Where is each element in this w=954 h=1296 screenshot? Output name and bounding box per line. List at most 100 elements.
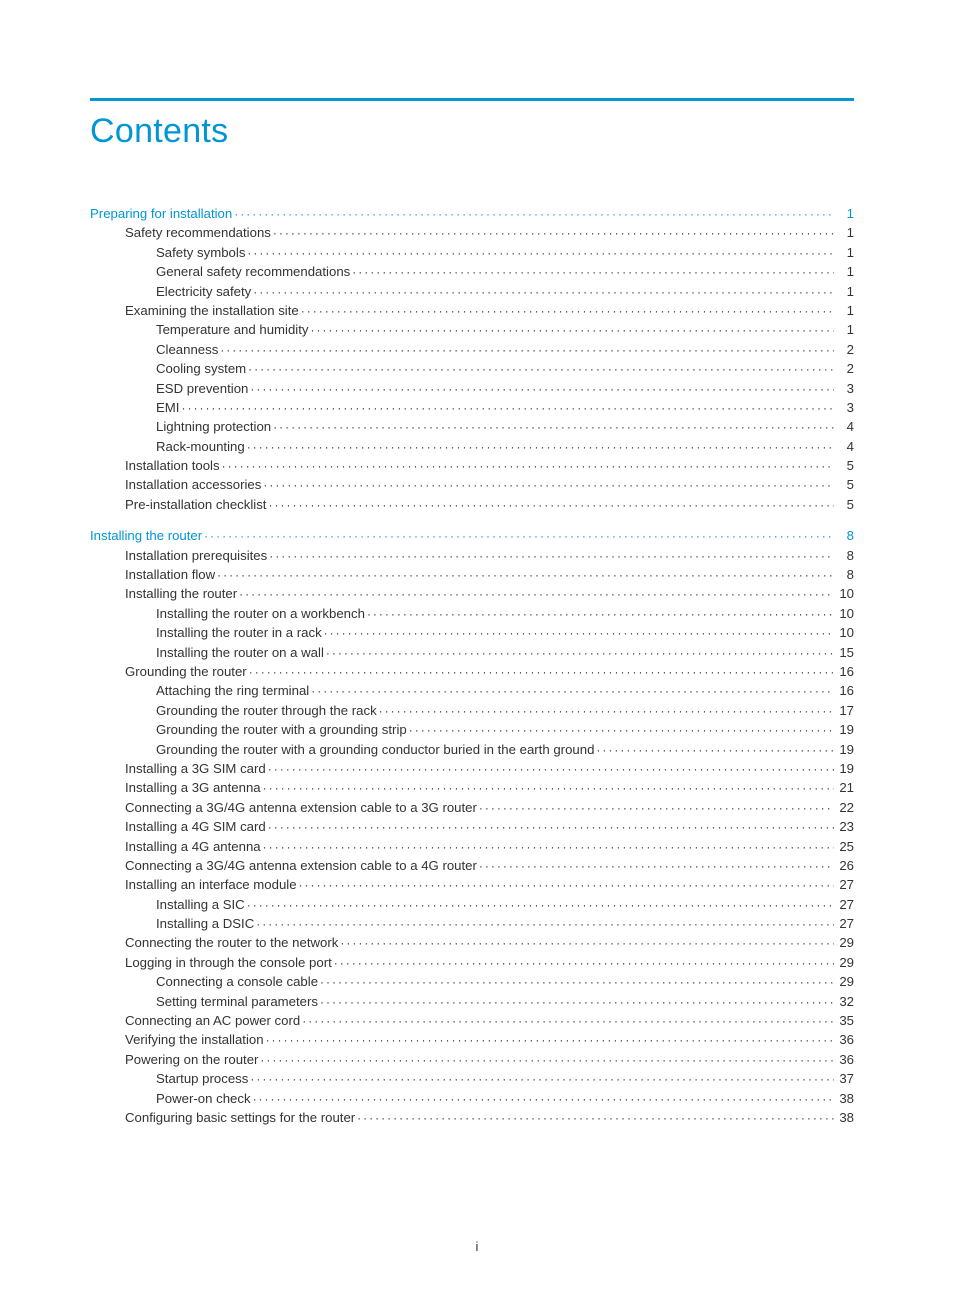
toc-entry-label: Installing the router on a workbench bbox=[156, 607, 365, 620]
toc-entry-page: 15 bbox=[836, 646, 854, 659]
toc-entry[interactable]: Electricity safety1 bbox=[90, 285, 854, 298]
toc-entry[interactable]: Installing a 4G antenna 25 bbox=[90, 840, 854, 853]
toc-entry[interactable]: Installing the router on a workbench 10 bbox=[90, 607, 854, 620]
toc-entry[interactable]: Installing a 3G SIM card19 bbox=[90, 762, 854, 775]
toc-entry-page: 5 bbox=[836, 498, 854, 511]
toc-leader-dots bbox=[357, 1111, 834, 1124]
toc-entry-page: 38 bbox=[836, 1111, 854, 1124]
toc-entry-page: 3 bbox=[836, 401, 854, 414]
header-rule bbox=[90, 98, 854, 101]
toc-entry-page: 27 bbox=[836, 898, 854, 911]
toc-entry[interactable]: Lightning protection4 bbox=[90, 420, 854, 433]
toc-entry[interactable]: Attaching the ring terminal16 bbox=[90, 684, 854, 697]
toc-entry[interactable]: Verifying the installation36 bbox=[90, 1033, 854, 1046]
toc-entry-label: ESD prevention bbox=[156, 382, 248, 395]
toc-entry[interactable]: Installing a DSIC27 bbox=[90, 917, 854, 930]
toc-entry-page: 8 bbox=[836, 529, 854, 542]
toc-entry[interactable]: Installation prerequisites8 bbox=[90, 549, 854, 562]
toc-entry[interactable]: Installation flow8 bbox=[90, 568, 854, 581]
toc-entry[interactable]: Grounding the router through the rack17 bbox=[90, 704, 854, 717]
toc-entry[interactable]: Safety symbols1 bbox=[90, 246, 854, 259]
toc-entry[interactable]: Connecting an AC power cord35 bbox=[90, 1014, 854, 1027]
toc-entry[interactable]: Installing a SIC 27 bbox=[90, 898, 854, 911]
toc-entry-label: Logging in through the console port bbox=[125, 956, 332, 969]
toc-entry-page: 16 bbox=[836, 665, 854, 678]
toc-entry[interactable]: Installing the router8 bbox=[90, 529, 854, 542]
toc-entry-label: Installation flow bbox=[125, 568, 215, 581]
toc-entry-label: Safety symbols bbox=[156, 246, 245, 259]
toc-entry-label: General safety recommendations bbox=[156, 265, 350, 278]
toc-entry-label: Installing the router in a rack bbox=[156, 626, 322, 639]
toc-entry[interactable]: Installing an interface module27 bbox=[90, 878, 854, 891]
toc-entry-page: 10 bbox=[836, 607, 854, 620]
toc-entry[interactable]: Grounding the router with a grounding st… bbox=[90, 723, 854, 736]
toc-leader-dots bbox=[239, 587, 834, 600]
toc-entry-label: Connecting a 3G/4G antenna extension cab… bbox=[125, 801, 477, 814]
toc-entry[interactable]: Connecting a 3G/4G antenna extension cab… bbox=[90, 859, 854, 872]
toc-entry[interactable]: Powering on the router36 bbox=[90, 1053, 854, 1066]
toc-entry[interactable]: Installing the router on a wall 15 bbox=[90, 646, 854, 659]
toc-section-gap bbox=[90, 517, 854, 529]
toc-entry-label: Cooling system bbox=[156, 362, 246, 375]
toc-entry-label: Installing a 3G antenna bbox=[125, 781, 261, 794]
toc-entry[interactable]: Cooling system2 bbox=[90, 362, 854, 375]
toc-entry-page: 10 bbox=[836, 626, 854, 639]
toc-entry[interactable]: Rack-mounting4 bbox=[90, 440, 854, 453]
toc-leader-dots bbox=[320, 975, 834, 988]
toc-leader-dots bbox=[299, 878, 834, 891]
toc-entry-label: Cleanness bbox=[156, 343, 218, 356]
toc-entry[interactable]: Preparing for installation1 bbox=[90, 207, 854, 220]
toc-entry-label: Installing a DSIC bbox=[156, 917, 254, 930]
toc-entry-page: 1 bbox=[836, 323, 854, 336]
toc-entry[interactable]: Examining the installation site1 bbox=[90, 304, 854, 317]
toc-entry[interactable]: Pre-installation checklist5 bbox=[90, 498, 854, 511]
toc-entry[interactable]: Configuring basic settings for the route… bbox=[90, 1111, 854, 1124]
toc-entry-page: 19 bbox=[836, 762, 854, 775]
toc-entry-label: Setting terminal parameters bbox=[156, 995, 318, 1008]
toc-entry-page: 1 bbox=[836, 207, 854, 220]
toc-entry-label: Connecting an AC power cord bbox=[125, 1014, 300, 1027]
toc-entry-label: Installation prerequisites bbox=[125, 549, 267, 562]
toc-leader-dots bbox=[256, 917, 834, 930]
toc-entry[interactable]: Installing the router in a rack 10 bbox=[90, 626, 854, 639]
toc-entry-page: 25 bbox=[836, 840, 854, 853]
toc-entry[interactable]: Connecting a console cable29 bbox=[90, 975, 854, 988]
toc-entry-page: 29 bbox=[836, 936, 854, 949]
document-page: Contents Preparing for installation1Safe… bbox=[0, 0, 954, 1296]
toc-entry-label: Installing the router on a wall bbox=[156, 646, 324, 659]
toc-entry[interactable]: General safety recommendations1 bbox=[90, 265, 854, 278]
toc-entry[interactable]: Installation tools5 bbox=[90, 459, 854, 472]
toc-leader-dots bbox=[250, 382, 834, 395]
toc-entry-page: 1 bbox=[836, 304, 854, 317]
toc-entry[interactable]: Installation accessories5 bbox=[90, 478, 854, 491]
toc-entry-label: EMI bbox=[156, 401, 179, 414]
toc-entry-label: Installing a 4G antenna bbox=[125, 840, 261, 853]
toc-leader-dots bbox=[479, 859, 834, 872]
toc-entry[interactable]: Installing a 3G antenna21 bbox=[90, 781, 854, 794]
toc-entry[interactable]: Setting terminal parameters 32 bbox=[90, 995, 854, 1008]
toc-entry[interactable]: Startup process37 bbox=[90, 1072, 854, 1085]
toc-entry[interactable]: ESD prevention3 bbox=[90, 382, 854, 395]
toc-entry[interactable]: Grounding the router16 bbox=[90, 665, 854, 678]
toc-entry[interactable]: Cleanness2 bbox=[90, 343, 854, 356]
toc-entry[interactable]: Connecting a 3G/4G antenna extension cab… bbox=[90, 801, 854, 814]
toc-entry[interactable]: Grounding the router with a grounding co… bbox=[90, 743, 854, 756]
toc-entry[interactable]: EMI 3 bbox=[90, 401, 854, 414]
toc-entry[interactable]: Power-on check38 bbox=[90, 1092, 854, 1105]
toc-entry[interactable]: Safety recommendations1 bbox=[90, 226, 854, 239]
toc-leader-dots bbox=[301, 304, 834, 317]
toc-leader-dots bbox=[273, 226, 834, 239]
toc-entry-label: Grounding the router through the rack bbox=[156, 704, 377, 717]
toc-entry[interactable]: Temperature and humidity1 bbox=[90, 323, 854, 336]
toc-entry[interactable]: Installing a 4G SIM card23 bbox=[90, 820, 854, 833]
toc-leader-dots bbox=[263, 781, 834, 794]
toc-entry[interactable]: Connecting the router to the network29 bbox=[90, 936, 854, 949]
toc-entry-label: Grounding the router with a grounding co… bbox=[156, 743, 594, 756]
toc-entry[interactable]: Logging in through the console port29 bbox=[90, 956, 854, 969]
toc-entry-page: 32 bbox=[836, 995, 854, 1008]
toc-entry-label: Installing a SIC bbox=[156, 898, 245, 911]
toc-entry[interactable]: Installing the router10 bbox=[90, 587, 854, 600]
toc-leader-dots bbox=[220, 343, 834, 356]
toc-entry-page: 23 bbox=[836, 820, 854, 833]
toc-leader-dots bbox=[311, 684, 834, 697]
